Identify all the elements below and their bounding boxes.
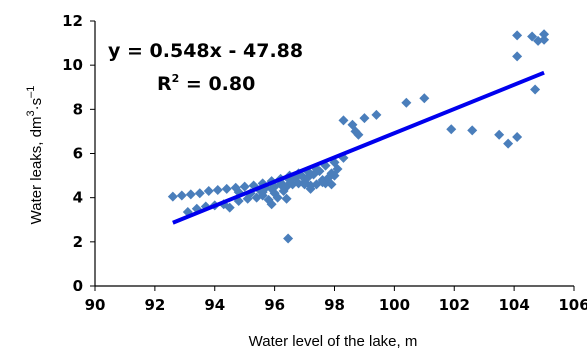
data-point [530, 84, 540, 94]
data-point [512, 30, 522, 40]
data-point [222, 184, 232, 194]
data-point [401, 98, 411, 108]
y-axis-title: Water leaks, dm3·s–1 [25, 86, 45, 225]
data-point [283, 234, 293, 244]
equation-label: y = 0.548x - 47.88 [108, 40, 303, 62]
data-point [371, 110, 381, 120]
data-point [503, 139, 513, 149]
data-point [512, 132, 522, 142]
r-squared-prefix: R [157, 73, 172, 95]
y-tick-label: 4 [73, 189, 83, 207]
data-point [512, 51, 522, 61]
y-tick-label: 12 [62, 12, 83, 30]
x-axis-title: Water level of the lake, m [249, 333, 418, 350]
r-squared-label: R2 = 0.80 [157, 72, 255, 95]
data-point [213, 185, 223, 195]
data-point [186, 189, 196, 199]
data-point [467, 125, 477, 135]
data-point [494, 130, 504, 140]
x-tick-label: 106 [558, 296, 587, 314]
trend-line [173, 73, 544, 223]
x-tick-label: 90 [85, 296, 106, 314]
y-axis-title-mid: ·s [28, 98, 45, 111]
data-point [359, 113, 369, 123]
x-tick-label: 96 [264, 296, 285, 314]
data-point [168, 192, 178, 202]
data-point [419, 93, 429, 103]
data-point [338, 115, 348, 125]
y-tick-label: 2 [73, 233, 83, 251]
x-tick-label: 98 [324, 296, 345, 314]
y-tick-label: 6 [73, 145, 83, 163]
y-tick-label: 0 [73, 277, 83, 295]
x-tick-label: 102 [439, 296, 470, 314]
x-ticks: 90 92 94 96 98 100 102 104 106 [85, 286, 587, 314]
r-squared-value: = 0.80 [179, 73, 255, 95]
data-point [195, 188, 205, 198]
x-tick-label: 94 [204, 296, 225, 314]
y-tick-label: 10 [62, 56, 83, 74]
x-tick-label: 100 [379, 296, 410, 314]
data-point [177, 190, 187, 200]
data-point [204, 186, 214, 196]
y-axis-title-exp2: –1 [25, 86, 37, 98]
r-squared-exponent: 2 [172, 72, 180, 85]
y-axis-title-main: Water leaks, dm [28, 117, 45, 225]
x-tick-label: 104 [498, 296, 529, 314]
x-tick-label: 92 [144, 296, 165, 314]
y-ticks: 0 2 4 6 8 10 12 [62, 12, 95, 295]
y-tick-label: 8 [73, 100, 83, 118]
data-point [446, 124, 456, 134]
